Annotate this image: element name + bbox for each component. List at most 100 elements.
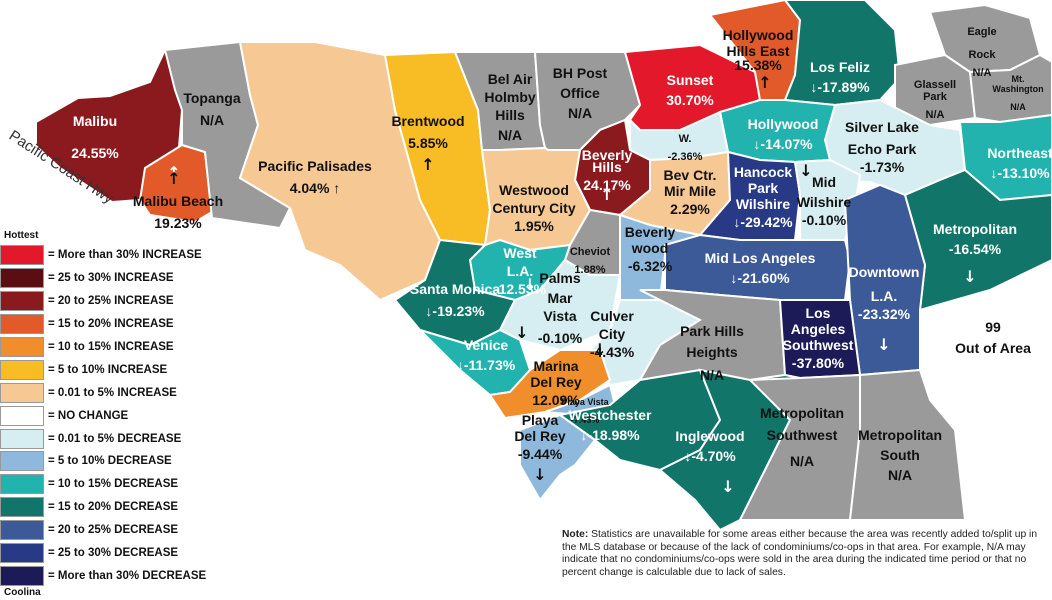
legend-row: = 20 to 25% DECREASE (0, 519, 260, 542)
region-change-marina-del-rey: 12.09% (532, 392, 580, 408)
region-change-metro-southwest: N/A (790, 453, 814, 469)
arrow-mid-wilshire: ↓ (799, 161, 812, 180)
region-name-beverly-hills-1: Hills (592, 159, 622, 175)
legend-label: = 20 to 25% DECREASE (48, 524, 179, 537)
region-name-hollywood-hills-east-0: Hollywood (723, 27, 794, 43)
region-name-culver-city-0: Culver (590, 308, 634, 324)
region-name-glassell-park-1: Park (923, 91, 948, 103)
legend-swatch (0, 520, 44, 541)
region-change-mid-wilshire: -0.10% (802, 212, 847, 228)
note-text: Statistics are unavailable for some area… (562, 529, 1038, 578)
arrow-malibu-beach: ↑ (167, 169, 180, 188)
region-change-malibu: 24.55% (71, 145, 119, 161)
region-change-park-hills: N/A (700, 367, 724, 383)
region-name-silver-lake-1: Echo Park (848, 141, 917, 157)
legend-row: = 5 to 10% INCREASE (0, 358, 260, 381)
legend-row: = More than 30% DECREASE (0, 564, 260, 587)
region-name-park-hills-1: Heights (686, 344, 738, 360)
region-change-la-southwest: -37.80% (792, 355, 845, 371)
region-change-playa-vista: -7.45% (571, 415, 600, 425)
region-mid-los-angeles (664, 233, 852, 301)
legend-swatch (0, 359, 44, 380)
region-name-westwood-1: Century City (492, 200, 575, 216)
region-change-pacific-palisades: 4.04% ↑ (290, 180, 341, 196)
legend-label: = More than 30% DECREASE (48, 569, 207, 582)
legend-label: = 0.01 to 5% DECREASE (48, 432, 182, 445)
region-name-mid-wilshire-0: Mid (812, 174, 836, 190)
region-change-los-feliz: ↓-17.89% (810, 79, 870, 95)
legend-header: Hottest (4, 230, 39, 241)
region-name-venice: Venice (464, 337, 509, 353)
region-name-malibu-beach-0: Malibu Beach (133, 193, 223, 209)
region-change-cheviot: 1.88% (574, 264, 605, 276)
arrow-beverly-hills: ↑ (600, 185, 613, 204)
legend-row: = 15 to 20% INCREASE (0, 313, 260, 336)
arrow-metropolitan: ↓ (963, 267, 976, 286)
region-name-playa-vista-0: Playa Vista (561, 397, 609, 407)
region-name-la-southwest-0: Los (806, 305, 831, 321)
region-name-marina-del-rey-1: Del Rey (530, 374, 582, 390)
region-change-sunset-strip: 30.70% (666, 92, 714, 108)
region-malibu (35, 46, 183, 204)
region-change-palms: -0.10% (538, 330, 583, 346)
region-change-bev-ctr-mir-mile: 2.29% (670, 201, 710, 217)
region-name-glassell-park-0: Glassell (914, 79, 956, 91)
legend-row: = 10 to 15% INCREASE (0, 336, 260, 359)
region-name-eagle-rock-0: Eagle (967, 26, 996, 38)
region-name-metro-south-0: Metropolitan (858, 427, 942, 443)
legend: Hottest = More than 30% INCREASE = 25 to … (0, 230, 260, 598)
region-name-beverlywood-0: Beverly (625, 224, 676, 240)
legend-swatch (0, 291, 44, 312)
legend-label: = 0.01 to 5% INCREASE (48, 386, 177, 399)
region-name-bel-air-1: Holmby (484, 89, 536, 105)
legend-row: = NO CHANGE (0, 404, 260, 427)
legend-swatch (0, 337, 44, 357)
legend-swatch (0, 543, 44, 564)
legend-row: = 15 to 20% DECREASE (0, 496, 260, 519)
region-change-malibu-beach: 19.23% (154, 215, 202, 231)
region-name-inglewood: Inglewood (675, 428, 744, 444)
region-name-bev-ctr-mir-mile-0: Bev Ctr. (664, 167, 717, 183)
region-name-metro-southwest-0: Metropolitan (760, 405, 844, 421)
legend-swatch (0, 565, 44, 586)
region-change-topanga: N/A (200, 112, 224, 128)
region-name-palms-1: Mar (548, 290, 573, 306)
region-change-playa-del-rey: -9.44% (518, 446, 563, 462)
region-change-metropolitan: -16.54% (949, 241, 1002, 257)
region-name-bel-air-2: Hills (495, 107, 525, 123)
region-metro-south (848, 368, 967, 521)
region-change-santa-monica: ↓-19.23% (425, 303, 485, 319)
region-name-metropolitan-0: Metropolitan (933, 221, 1017, 237)
region-marina-del-rey (488, 349, 612, 420)
legend-label: = 25 to 30% INCREASE (48, 272, 174, 285)
region-name-downtown-0: Downtown (849, 264, 920, 280)
legend-label: = 25 to 30% DECREASE (48, 547, 179, 560)
region-name-out-of-area-0: Out of Area (955, 340, 1031, 356)
legend-swatch (0, 497, 44, 518)
region-change-mid-los-angeles: ↓-21.60% (730, 270, 790, 286)
note-prefix: Note: (562, 529, 589, 540)
legend-row: = More than 30% INCREASE (0, 244, 260, 267)
region-name-metro-south-1: South (880, 447, 920, 463)
region-name-malibu-0: Malibu (73, 113, 117, 129)
region-name-beverly-hills-0: Beverly (582, 147, 633, 163)
region-name-bh-post-office-1: Office (560, 85, 600, 101)
region-change-mt-washington: N/A (1010, 102, 1026, 112)
region-code-out-of-area: 99 (985, 319, 1001, 335)
region-name-hancock-park-0: Hancock (734, 164, 793, 180)
region-name-sunset-strip: Sunset (667, 72, 714, 88)
region-name-playa-del-rey-1: Del Rey (514, 428, 566, 444)
region-metro-southwest (738, 373, 861, 521)
region-change-westchester: ↓-18.98% (580, 427, 640, 443)
legend-swatch (0, 314, 44, 335)
region-name-downtown-1: L.A. (871, 288, 897, 304)
region-name-palms-2: Vista (543, 308, 576, 324)
legend-label: = 5 to 10% DECREASE (48, 455, 172, 468)
legend-label: = 15 to 20% DECREASE (48, 501, 179, 514)
legend-swatch (0, 428, 44, 449)
region-name-playa-del-rey-0: Playa (522, 412, 559, 428)
region-name-mid-wilshire-1: Wilshire (797, 194, 852, 210)
region-name-la-southwest-1: Angeles (791, 321, 846, 337)
region-name-topanga-0: Topanga (183, 90, 241, 106)
